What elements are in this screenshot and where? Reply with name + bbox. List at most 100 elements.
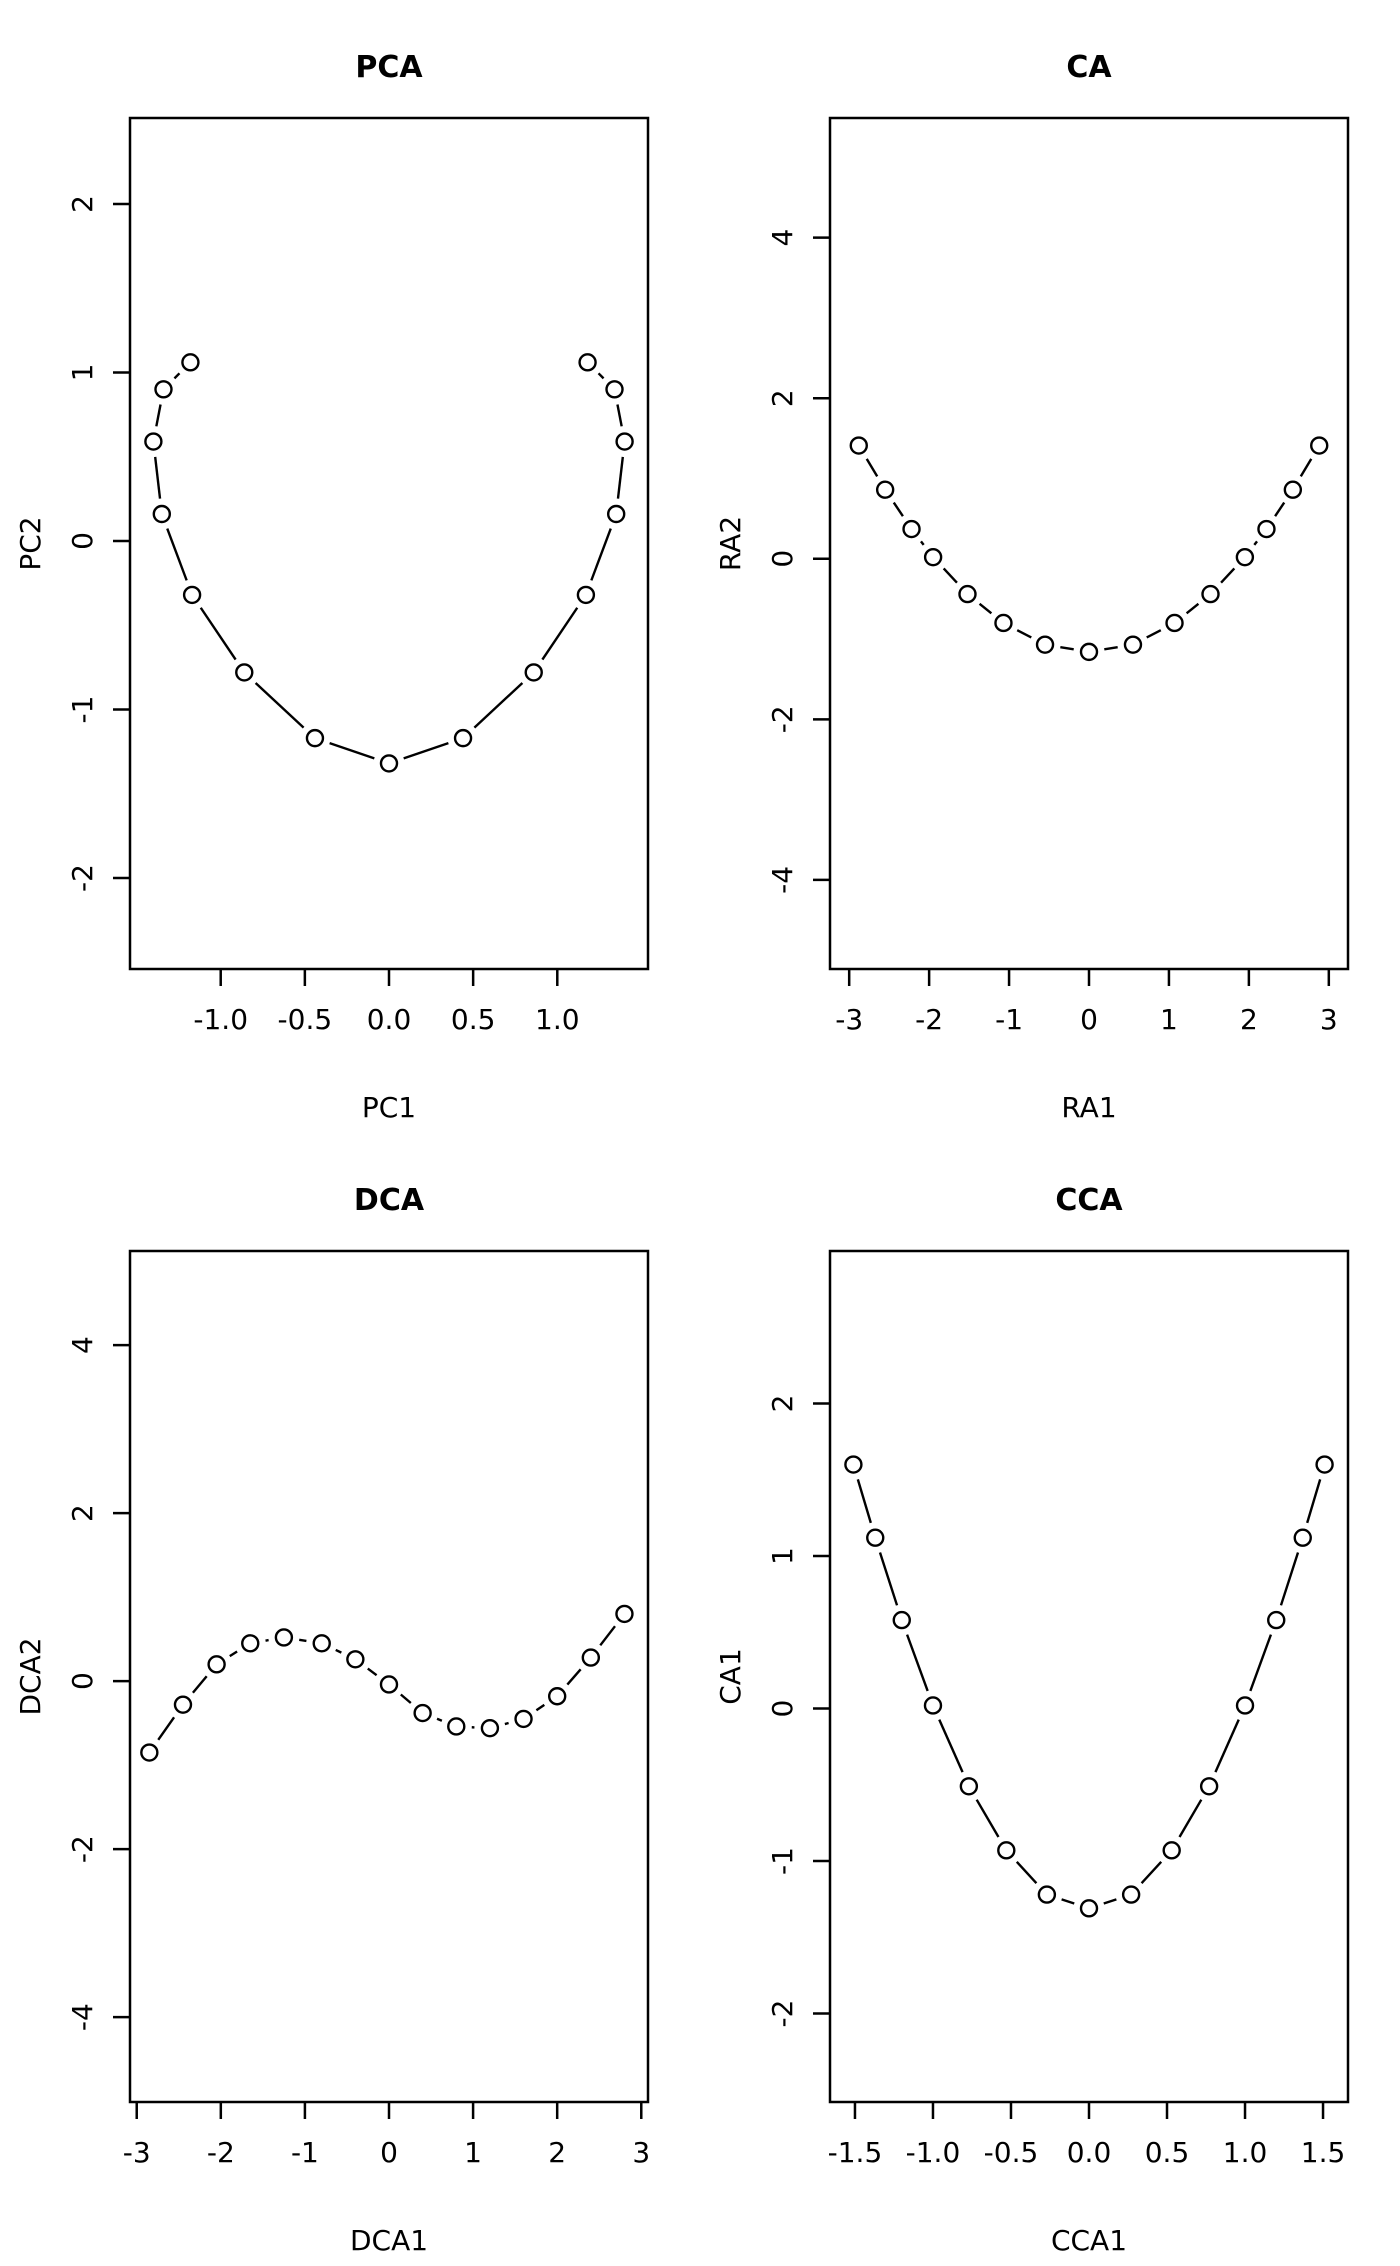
y-tick-label: -2 [66,1835,99,1863]
panel-dca: -3 -2 -1 0 1 2 3 -4 -2 0 2 4 DCA DCA1 DCA2 [0,1133,700,2266]
x-axis-title: PC1 [362,1091,416,1124]
connector-segment [473,682,524,729]
data-point [1121,1885,1141,1904]
data-point [524,663,543,682]
data-point [312,1634,331,1653]
data-point [1123,635,1143,654]
y-axis-title: RA2 [714,516,747,571]
data-point [902,519,921,539]
data-point [1037,1885,1057,1904]
connector-segment [1279,1552,1300,1606]
connector-segment [265,1638,269,1642]
x-axis-title: DCA1 [350,2224,428,2257]
y-tick-label: 0 [766,550,799,568]
data-point [605,380,624,399]
x-tick-label: 1.0 [1223,2136,1268,2169]
x-tick-label: 2 [548,2136,566,2169]
y-tick-label: -4 [766,866,799,894]
data-point [1293,1528,1312,1547]
y-tick-label: -2 [766,705,799,733]
data-point [1315,1455,1334,1474]
y-tick-label: -1 [66,696,99,724]
data-point [154,380,173,399]
data-point [447,1717,466,1736]
connector-segment [856,1479,872,1524]
data-point [453,728,473,748]
connector-segment [367,1667,378,1677]
connector-segment [1140,1860,1163,1884]
data-point [615,1604,634,1624]
data-point [379,754,399,773]
data-point [615,432,634,451]
y-tick-label: 2 [766,389,799,407]
data-point [1079,1899,1099,1918]
panel-pca: -1.0 -0.5 0.0 0.5 1.0 -2 -1 0 1 2 PCA PC1 PC2 [0,0,700,1133]
data-point [346,1650,365,1669]
connector-segment [1214,1719,1240,1773]
data-point [1310,436,1329,455]
connector-segment [254,682,305,729]
data-point [379,1675,399,1694]
cca-chart: -1.5 -1.0 -0.5 0.0 0.5 1.0 1.5 -2 -1 0 1 2 CCA CCA1 CA… [714,1183,1350,2257]
ca-chart: -3 -2 -1 0 1 2 3 -4 -2 0 2 4 CA RA1 RA2 [714,50,1350,1124]
x-tick-label: 3 [632,2136,650,2169]
data-point [1267,1610,1286,1630]
panel-cca: -1.5 -1.0 -0.5 0.0 0.5 1.0 1.5 -2 -1 0 1 2 CCA CCA1 CA… [700,1133,1400,2266]
data-point [241,1634,260,1653]
data-point [994,613,1013,633]
data-point [866,1528,885,1547]
connector-segment [865,458,879,478]
connector-segment [566,1668,582,1686]
y-tick-label: 1 [66,364,99,382]
chart-title: DCA [354,1183,425,1218]
connector-segment [504,1721,509,1726]
connector-segment [1016,629,1032,639]
y-tick-label: 2 [766,1395,799,1413]
dca-chart: -3 -2 -1 0 1 2 3 -4 -2 0 2 4 DCA DCA1 DCA2 [14,1183,650,2257]
x-tick-label: -0.5 [984,2136,1039,2169]
x-tick-label: -1.0 [906,2136,961,2169]
x-tick-label: 0 [380,2136,398,2169]
y-tick-label: 4 [66,1336,99,1354]
connector-segment [541,607,579,661]
connector-segment [535,1703,546,1712]
connector-segment [191,1675,208,1694]
chart-title: CA [1066,50,1112,85]
connector-segment [436,1717,443,1722]
plot-box [828,116,1350,971]
plot-box [128,116,650,971]
connector-segment [590,528,612,581]
x-tick-label: 1.5 [1301,2136,1346,2169]
connector-segment [938,1719,964,1773]
data-point [547,1687,567,1706]
connector-segment [978,602,993,615]
y-tick-label: -2 [66,864,99,892]
connector-segment [616,456,625,499]
data-point [576,585,596,605]
x-tick-label: 1.0 [535,1003,580,1036]
data-point [235,663,254,682]
x-tick-label: -2 [915,1003,943,1036]
data-point [514,1709,533,1729]
y-tick-label: 0 [66,1672,99,1690]
connector-segment [1060,645,1074,651]
data-point [274,1628,294,1647]
data-point [1235,547,1255,567]
y-axis-title: CA1 [714,1648,747,1705]
y-tick-label: 2 [66,195,99,213]
connector-segment [153,456,162,499]
connector-segment [1061,1898,1075,1905]
data-point [844,1455,863,1474]
x-tick-label: -1 [291,2136,319,2169]
x-tick-label: -1.5 [828,2136,883,2169]
connector-segment [892,501,904,517]
x-axis-title: CCA1 [1051,2224,1127,2257]
connector-segment [329,742,375,760]
x-tick-label: 2 [1240,1003,1258,1036]
x-tick-label: 0.5 [451,1003,496,1036]
connector-segment [299,1638,307,1643]
chart-title: CCA [1055,1183,1123,1218]
connector-segment [599,1625,616,1647]
data-point [1035,635,1055,654]
connector-segment [905,1634,929,1692]
